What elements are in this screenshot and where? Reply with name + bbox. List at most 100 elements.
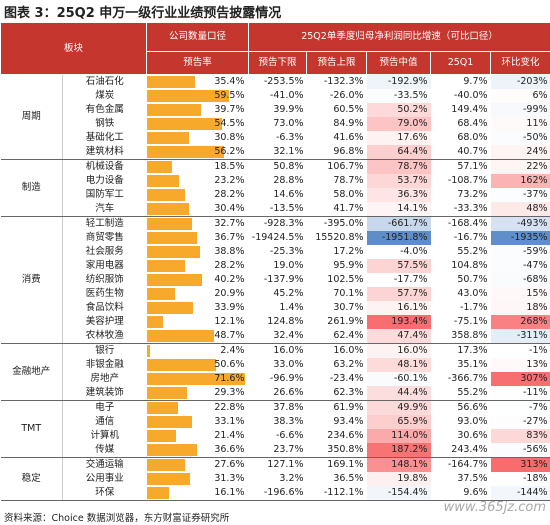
cell: 18% xyxy=(490,301,550,315)
cell: 56.6% xyxy=(457,402,488,413)
cell: -23.4% xyxy=(329,373,364,384)
cell: -928.3% xyxy=(263,218,304,229)
table-row: 汽车 30.4% -13.5% 41.7% 14.1% -33.3% 48% xyxy=(1,202,550,217)
rate-bar xyxy=(146,459,185,471)
cell: -75.1% xyxy=(453,316,488,327)
cell: 106.7% xyxy=(327,161,364,172)
cell: 350.8% xyxy=(306,443,367,458)
cell: -19424.5% xyxy=(251,232,304,243)
table-row: 家用电器 28.2% 19.0% 95.9% 57.5% 104.8% -47% xyxy=(1,259,550,273)
cell: 13% xyxy=(490,358,550,372)
rate-cell: 36.6% xyxy=(146,443,249,458)
group-label: 周期 xyxy=(0,74,63,160)
rate-cell: 18.5% xyxy=(146,160,249,175)
table-row: 金融地产 银行 2.4% 16.0% 16.0% 16.0% 17.3% -1% xyxy=(0,343,550,401)
header-row: 预告率 预告下限 预告上限 预告中值 25Q1 环比变化 xyxy=(1,51,550,75)
industry: 公用事业 xyxy=(85,473,124,484)
cell: -1.7% xyxy=(459,302,488,313)
table-row: 制造 机械设备 18.5% 50.8% 106.7% 78.7% 57.1% 22% xyxy=(0,159,550,217)
industry: 轻工制造 xyxy=(85,218,124,229)
cell: 19.8% xyxy=(366,472,431,486)
rate-label: 30.4% xyxy=(214,203,245,214)
header: 25Q2单季度归母净利润同比增速（可比口径） xyxy=(248,22,550,52)
rate-cell: 38.8% xyxy=(146,245,249,259)
cell: 9.6% xyxy=(430,486,491,501)
rate-label: 22.8% xyxy=(214,402,245,413)
cell: -56% xyxy=(490,443,550,458)
cell: 17.2% xyxy=(333,246,364,257)
rate-cell: 12.1% xyxy=(146,315,249,329)
cell: -26.0% xyxy=(329,90,364,101)
rate-cell: 36.7% xyxy=(146,231,249,245)
cell: -68% xyxy=(490,273,550,287)
rate-label: 33.1% xyxy=(214,416,245,427)
rate-cell: 28.2% xyxy=(146,259,249,273)
industry: 有色金属 xyxy=(85,104,124,115)
cell: -7% xyxy=(490,400,550,415)
rate-cell: 23.2% xyxy=(146,174,249,188)
rate-label: 20.9% xyxy=(214,288,245,299)
cell: -203% xyxy=(490,74,550,89)
cell: -18% xyxy=(490,472,550,486)
rate-label: 16.1% xyxy=(214,487,245,498)
rate-label: 36.6% xyxy=(214,444,245,455)
cell: 43.0% xyxy=(457,288,488,299)
table-row: 环保 16.1% -196.6% -112.1% -154.4% 9.6% -144% xyxy=(1,486,550,501)
cell: 124.8% xyxy=(267,316,304,327)
industry: 环保 xyxy=(62,486,147,501)
cell: -192.9% xyxy=(366,74,431,89)
industry: 建筑装饰 xyxy=(62,386,147,401)
cell: 127.1% xyxy=(267,459,304,470)
cell: -47% xyxy=(490,259,550,273)
cell: -1951.8% xyxy=(366,231,431,245)
table-row: 商贸零售 36.7% -19424.5% 15520.8% -1951.8% -16.7%… xyxy=(1,231,550,245)
group-label: 金融地产 xyxy=(0,343,63,401)
cell: 53.7% xyxy=(366,174,431,188)
rate-cell: 28.2% xyxy=(146,188,249,202)
cell: 84.9% xyxy=(333,118,364,129)
cell: -99% xyxy=(490,103,550,117)
rate-cell: 31.3% xyxy=(146,472,249,486)
cell: 36.3% xyxy=(366,188,431,202)
cell: 307% xyxy=(490,372,550,386)
rate-cell: 30.8% xyxy=(146,131,249,145)
rate-bar xyxy=(146,76,196,88)
rate-label: 29.3% xyxy=(214,387,245,398)
rate-bar xyxy=(146,175,179,187)
cell: 6% xyxy=(490,89,550,103)
cell: 44.4% xyxy=(366,386,431,401)
rate-cell: 20.9% xyxy=(146,287,249,301)
cell: 38.3% xyxy=(273,416,304,427)
cell: 16.0% xyxy=(273,345,304,356)
rate-cell: 71.6% xyxy=(146,372,249,386)
table-row: 房地产 71.6% -96.9% -23.4% -60.1% -366.7% 307% xyxy=(1,372,550,386)
cell: -1% xyxy=(490,343,550,358)
source: 资料来源：Choice 数据浏览器，东方财富证券研究所 xyxy=(4,513,230,524)
table-row: 通信 33.1% 38.3% 93.4% 65.9% 93.0% -27% xyxy=(1,415,550,429)
cell: 17.6% xyxy=(366,131,431,145)
cell: 50.2% xyxy=(366,103,431,117)
cell: 14.1% xyxy=(366,202,431,217)
cell: 17.3% xyxy=(457,345,488,356)
rate-bar xyxy=(146,132,190,144)
table-row: 有色金属 39.7% 39.9% 60.5% 50.2% 149.4% -99% xyxy=(1,103,550,117)
rate-label: 21.4% xyxy=(214,430,245,441)
rate-label: 23.2% xyxy=(214,175,245,186)
industry: 美容护理 xyxy=(85,316,124,327)
cell: 261.9% xyxy=(327,316,364,327)
rate-label: 30.8% xyxy=(214,132,245,143)
cell: 65.9% xyxy=(366,415,431,429)
cell: -40.0% xyxy=(453,90,488,101)
industry: 机械设备 xyxy=(85,161,124,172)
industry: 基础化工 xyxy=(85,132,124,143)
industry: 交通运输 xyxy=(85,459,124,470)
cell: 16.1% xyxy=(366,301,431,315)
rate-bar xyxy=(146,444,198,456)
cell: -16.7% xyxy=(453,232,488,243)
cell: 24% xyxy=(490,145,550,160)
cell: 64.4% xyxy=(366,145,431,160)
cell: 313% xyxy=(490,457,550,472)
cell: 83% xyxy=(490,429,550,443)
rate-cell: 30.4% xyxy=(146,202,249,217)
cell: -4.0% xyxy=(366,245,431,259)
